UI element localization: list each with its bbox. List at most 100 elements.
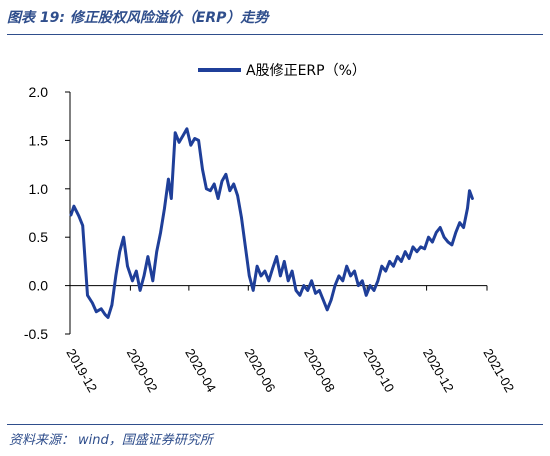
x-tick-label: 2019-12 xyxy=(63,346,100,395)
data-point xyxy=(91,301,94,305)
data-point xyxy=(100,307,103,310)
source-divider xyxy=(7,424,543,425)
data-point xyxy=(404,250,407,253)
data-point xyxy=(326,308,329,311)
data-point xyxy=(220,179,224,183)
data-point xyxy=(155,250,158,253)
data-point xyxy=(72,205,76,208)
data-point xyxy=(118,250,121,253)
data-point xyxy=(329,298,333,302)
data-point xyxy=(106,316,110,319)
data-point xyxy=(302,284,305,287)
data-point xyxy=(283,260,286,263)
data-point xyxy=(337,274,341,278)
data-point xyxy=(466,207,469,210)
data-point xyxy=(189,144,192,147)
data-point xyxy=(131,279,134,282)
data-point xyxy=(275,255,278,258)
data-point xyxy=(380,265,383,268)
data-point xyxy=(407,257,411,260)
title-divider xyxy=(7,34,543,35)
data-point xyxy=(77,214,81,218)
data-point xyxy=(232,182,235,186)
data-point xyxy=(86,294,89,297)
data-point xyxy=(468,189,471,192)
data-point xyxy=(135,269,138,273)
y-axis-ticks: 2.0 1.5 1.0 0.5 0.0 -0.5 xyxy=(24,84,70,342)
data-point xyxy=(163,207,166,210)
data-point xyxy=(322,298,325,302)
source-text: wind，国盛证券研究所 xyxy=(78,433,213,448)
data-point xyxy=(446,240,450,244)
data-point xyxy=(294,289,298,292)
data-point xyxy=(442,236,446,239)
x-tick-label: 2020-10 xyxy=(361,346,398,395)
data-point xyxy=(287,279,290,282)
data-point xyxy=(209,189,212,192)
data-point xyxy=(400,260,403,263)
y-tick-label: 1.5 xyxy=(29,132,49,148)
x-axis-ticks: 2019-12 2020-02 2020-04 2020-06 2020-08 2020-… xyxy=(63,285,517,395)
x-tick-label: 2020-08 xyxy=(301,346,338,395)
data-point xyxy=(248,274,251,278)
y-tick-label: 2.0 xyxy=(29,84,49,100)
x-tick-label: 2020-06 xyxy=(242,346,279,395)
x-tick-label: 2020-04 xyxy=(182,346,219,395)
data-point xyxy=(357,284,360,287)
data-point xyxy=(271,267,274,270)
data-point xyxy=(384,269,387,273)
data-point xyxy=(423,247,426,250)
source-note: 资料来源： wind，国盛证券研究所 xyxy=(9,429,213,448)
data-point xyxy=(213,182,216,186)
data-point xyxy=(306,289,309,292)
data-point xyxy=(279,274,282,278)
data-point xyxy=(177,141,181,144)
source-label: 资料来源： xyxy=(9,433,75,448)
data-point xyxy=(151,279,154,282)
data-point xyxy=(365,294,368,297)
data-point xyxy=(396,255,399,258)
data-point xyxy=(318,289,321,292)
data-point xyxy=(244,245,247,249)
data-point xyxy=(341,279,344,282)
data-point xyxy=(263,269,267,273)
data-point xyxy=(388,260,391,263)
data-point xyxy=(314,292,317,295)
data-point xyxy=(310,279,313,282)
legend-label: A股修正ERP（%） xyxy=(246,63,366,79)
data-point xyxy=(471,197,474,200)
data-point xyxy=(333,284,337,287)
data-point xyxy=(95,310,98,313)
data-point xyxy=(415,250,419,253)
data-point xyxy=(197,139,200,142)
data-point xyxy=(114,274,118,278)
data-point xyxy=(458,221,461,224)
series-points xyxy=(69,127,474,319)
data-point xyxy=(427,236,430,239)
data-point xyxy=(142,274,146,278)
data-point xyxy=(193,137,196,140)
data-point xyxy=(439,226,442,229)
figure-title: 图表 19: 修正股权风险溢价（ERP）走势 xyxy=(7,10,269,26)
data-point xyxy=(201,168,204,171)
x-tick-label: 2020-12 xyxy=(420,346,457,395)
data-point xyxy=(174,131,177,134)
data-point xyxy=(419,245,422,249)
data-point xyxy=(216,197,220,200)
data-point xyxy=(110,303,114,307)
data-point xyxy=(146,255,150,258)
y-tick-label: -0.5 xyxy=(24,326,48,342)
data-point xyxy=(361,279,364,282)
y-tick-label: 0.0 xyxy=(29,278,49,294)
legend: A股修正ERP（%） xyxy=(198,63,366,79)
data-point xyxy=(353,269,356,273)
data-point xyxy=(224,173,228,176)
data-point xyxy=(454,231,457,234)
data-point xyxy=(372,289,376,292)
data-point xyxy=(259,274,263,278)
series-line-erp xyxy=(69,127,474,319)
y-tick-label: 0.5 xyxy=(29,229,49,245)
data-point xyxy=(126,265,129,268)
data-point xyxy=(240,216,243,219)
